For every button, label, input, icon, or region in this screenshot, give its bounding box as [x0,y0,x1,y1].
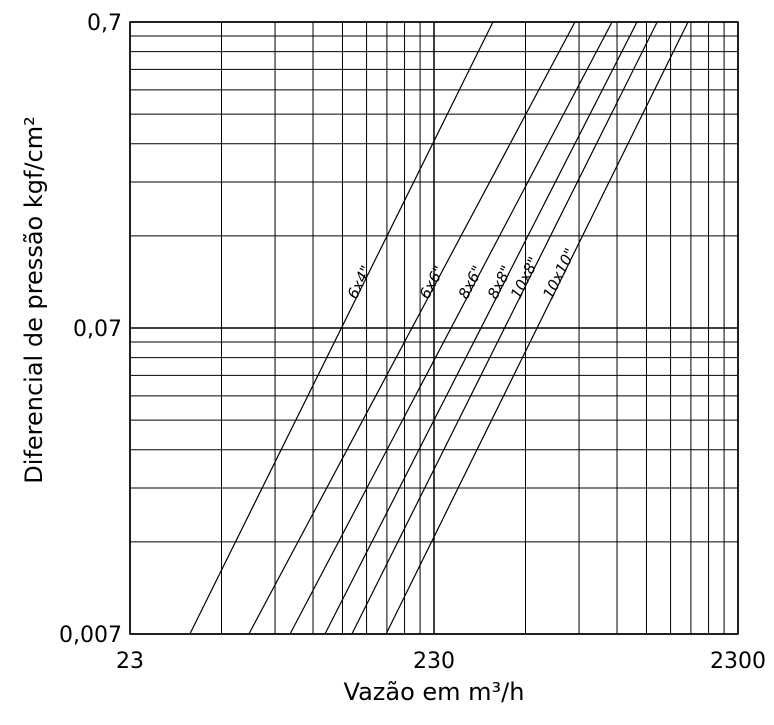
line [385,21,689,635]
line [351,21,658,635]
line [248,21,576,635]
x-axis-label: Vazão em m³/h [344,678,525,706]
line-label: 6x4" [344,263,376,302]
line [189,21,494,635]
plot-frame [129,21,739,635]
line-label: 8x6" [455,263,487,302]
y-axis-label: Diferencial de pressão kgf/cm² [20,116,48,483]
x-tick-label: 2300 [710,649,766,674]
y-tick-label: 0,007 [59,623,122,648]
x-tick-label: 23 [116,649,144,674]
y-tick-label: 0,7 [87,11,122,36]
line-label: 6x6" [416,263,448,302]
line-label: 10x8" [507,254,543,302]
line [289,21,613,635]
line [324,21,638,635]
line-label: 10x10" [539,245,579,301]
x-tick-label: 230 [413,649,455,674]
y-tick-label: 0,07 [73,317,122,342]
